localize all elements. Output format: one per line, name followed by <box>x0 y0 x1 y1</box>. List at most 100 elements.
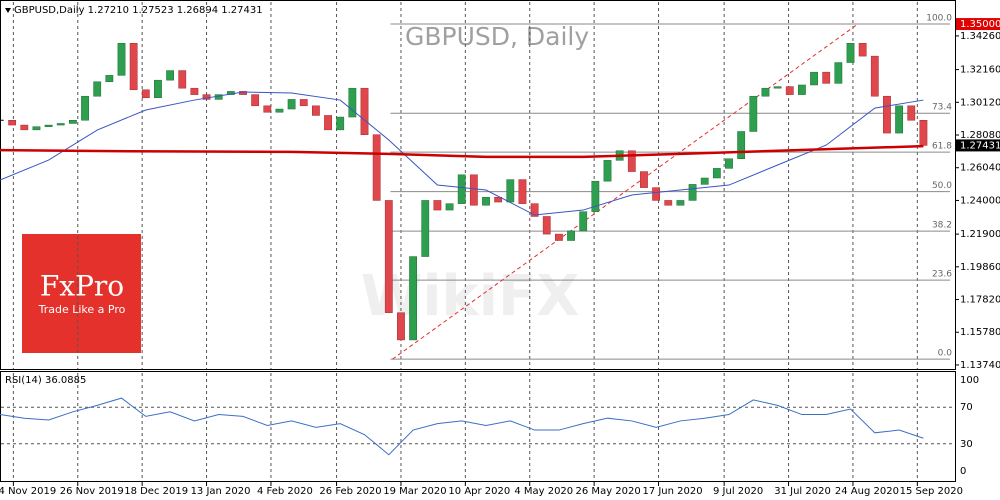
candle <box>275 108 284 113</box>
candle <box>542 216 551 235</box>
price-badge-label: 1.35000 <box>960 19 1000 30</box>
candle <box>445 203 454 211</box>
candle <box>858 43 867 57</box>
x-tick-label: 19 Mar 2020 <box>383 486 446 497</box>
candle <box>737 131 746 159</box>
candle <box>312 105 320 116</box>
rsi-tick-label: 100 <box>960 375 979 386</box>
fib-label: 50.0 <box>932 181 952 191</box>
x-tick-label: 26 Nov 2019 <box>60 486 124 497</box>
y-tick-label: 1.30120 <box>960 97 1000 108</box>
candle <box>640 171 648 188</box>
x-tick-label: 24 Aug 2020 <box>835 486 899 497</box>
candle <box>603 160 612 182</box>
candle <box>883 95 891 134</box>
candle <box>81 95 89 121</box>
y-tick-label: 1.13740 <box>960 360 1000 371</box>
candle <box>287 99 296 110</box>
candle <box>32 126 41 131</box>
x-tick-label: 13 Jan 2020 <box>191 486 251 497</box>
logo-name: FxPro <box>40 270 124 303</box>
y-tick-label: 1.34260 <box>960 31 1000 42</box>
candle <box>372 134 381 201</box>
candle <box>700 177 709 185</box>
rsi-label: RSI(14) 36.0885 <box>5 375 86 386</box>
candle <box>798 84 806 95</box>
price-badge <box>956 18 1000 31</box>
candle <box>324 115 332 131</box>
header: GBPUSD,Daily 1.27210 1.27523 1.26894 1.2… <box>14 5 263 16</box>
candle <box>69 120 77 124</box>
candle <box>409 256 417 341</box>
rsi-tick-label: 70 <box>960 402 973 413</box>
fib-label: 38.2 <box>932 221 952 231</box>
candle <box>664 200 673 206</box>
candle <box>785 86 794 95</box>
candle <box>56 123 65 126</box>
candle <box>676 200 685 206</box>
candle <box>761 87 770 97</box>
candle <box>506 179 515 203</box>
candle <box>20 124 29 131</box>
candle <box>518 179 527 204</box>
candle <box>567 230 575 241</box>
fib-label: 0.0 <box>938 349 953 359</box>
candle <box>421 200 430 257</box>
candle <box>469 174 478 206</box>
candle <box>178 70 187 89</box>
x-tick-label: 18 Dec 2019 <box>124 486 188 497</box>
rsi-line <box>0 397 924 456</box>
y-tick-label: 1.17820 <box>960 295 1000 306</box>
candle <box>263 105 272 113</box>
candle <box>299 99 308 107</box>
y-tick-label: 1.26040 <box>960 163 1000 174</box>
candle <box>810 71 818 86</box>
candle <box>251 94 260 107</box>
candle <box>494 196 503 203</box>
y-tick-label: 1.32160 <box>960 65 1000 76</box>
x-tick-label: 15 Sep 2020 <box>900 486 963 497</box>
x-tick-label: 17 Jun 2020 <box>642 486 702 497</box>
candle <box>457 174 466 204</box>
candle <box>555 233 563 241</box>
candle <box>773 86 782 89</box>
candle <box>190 87 199 95</box>
rsi-tick-label: 30 <box>960 439 973 450</box>
x-tick-label: 4 May 2020 <box>514 486 573 497</box>
candle <box>834 62 843 84</box>
candle <box>919 120 928 146</box>
x-tick-label: 4 Nov 2019 <box>0 486 56 497</box>
fib-label: 100.0 <box>926 14 952 24</box>
candle <box>652 187 661 201</box>
rsi-panel <box>0 371 956 482</box>
candle <box>846 43 855 63</box>
candle <box>397 312 405 341</box>
moving-average <box>0 144 924 159</box>
watermark: WikiFX <box>361 264 580 329</box>
candle <box>688 184 697 201</box>
price-badge-label: 1.27431 <box>960 140 1000 151</box>
candle <box>44 124 53 127</box>
x-tick-label: 31 Jul 2020 <box>774 486 831 497</box>
fib-label: 61.8 <box>932 142 952 152</box>
moving-average <box>0 91 924 216</box>
rsi-tick-label: 0 <box>960 466 966 477</box>
candle <box>712 168 721 179</box>
y-tick-label: 1.24000 <box>960 195 1000 206</box>
price-badge <box>956 139 1000 152</box>
candle <box>141 89 150 99</box>
candle <box>336 116 345 131</box>
candle <box>105 75 114 83</box>
y-tick-label: 1.28080 <box>960 130 1000 141</box>
candle <box>482 196 490 206</box>
main-panel <box>0 0 956 370</box>
candle <box>591 180 600 212</box>
candle <box>627 150 636 172</box>
logo-tagline: Trade Like a Pro <box>38 303 126 316</box>
candle <box>749 95 758 132</box>
candle <box>579 211 588 232</box>
x-tick-label: 4 Feb 2020 <box>257 486 313 497</box>
